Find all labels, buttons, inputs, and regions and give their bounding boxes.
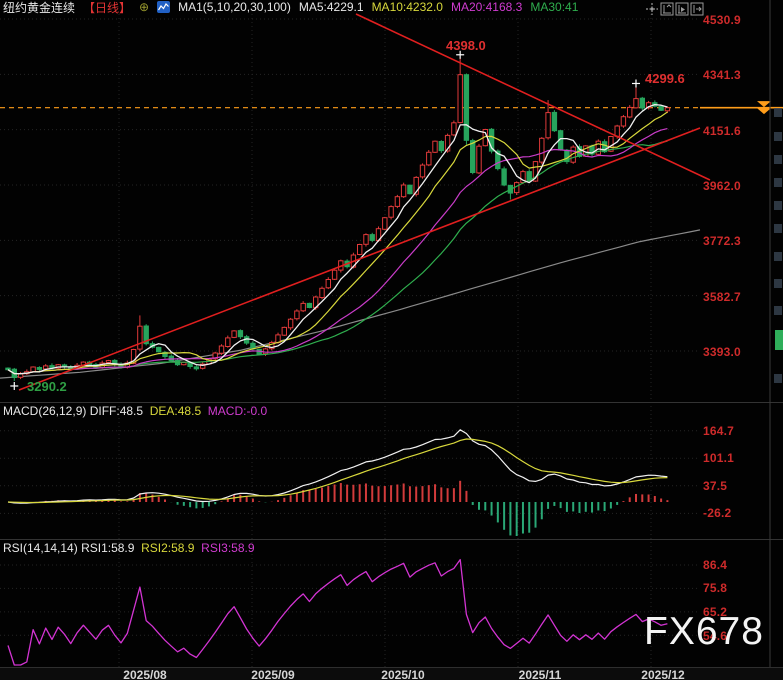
- macd-name: MACD(26,12,9): [3, 404, 87, 418]
- rsi1-value: RSI1:58.9: [81, 541, 135, 555]
- green-indicator-block: [775, 330, 783, 350]
- ma5-value: MA5:4229.1: [298, 0, 364, 14]
- ma-config-label: MA1(5,10,20,30,100): [178, 0, 291, 14]
- month-label: 2025/08: [123, 668, 167, 680]
- ma20-value: MA20:4168.3: [450, 0, 523, 14]
- clipped-glyph: [774, 201, 782, 210]
- add-indicator-icon[interactable]: ⊕: [139, 0, 150, 14]
- macd-diff-value: DIFF:48.5: [89, 404, 144, 418]
- price-tick: 4151.6: [703, 124, 741, 138]
- period-label[interactable]: 【日线】: [83, 0, 132, 15]
- month-label: 2025/09: [251, 668, 295, 680]
- rsi-tick: 65.2: [703, 605, 728, 619]
- macd-tick: 37.5: [703, 479, 728, 493]
- month-label: 2025/11: [518, 668, 562, 680]
- clipped-glyph: [774, 224, 782, 233]
- macd-tick: 164.7: [703, 424, 735, 438]
- month-label: 2025/12: [641, 668, 685, 680]
- fx678-watermark: FX678: [644, 610, 764, 653]
- price-tick: 3582.7: [703, 290, 741, 304]
- clipped-glyph: [774, 279, 782, 288]
- clipped-glyph: [774, 155, 782, 164]
- rsi-tick: 86.4: [703, 558, 728, 572]
- pan-right-icon[interactable]: [690, 2, 704, 16]
- ma30-value: MA30:41: [530, 0, 579, 14]
- ma10-value: MA10:4232.0: [371, 0, 443, 14]
- clipped-glyph: [774, 306, 782, 315]
- macd-value: MACD:-0.0: [207, 404, 268, 418]
- right-side-strip: [771, 0, 783, 680]
- instrument-title: 纽约黄金连续: [3, 0, 76, 15]
- crosshair-icon[interactable]: [645, 2, 659, 16]
- time-axis-bar[interactable]: [0, 667, 783, 680]
- rsi-name: RSI(14,14,14): [3, 541, 78, 555]
- rsi2-value: RSI2:58.9: [141, 541, 195, 555]
- price-tick: 3962.0: [703, 179, 741, 193]
- chart-header: 纽约黄金连续 【日线】 ⊕ MA1(5,10,20,30,100) MA5:42…: [3, 0, 579, 15]
- recent-high-label: 4299.6: [645, 71, 685, 86]
- macd-dea-value: DEA:48.5: [149, 404, 202, 418]
- clipped-glyph: [774, 108, 782, 117]
- line-chart-icon[interactable]: [157, 1, 171, 13]
- rsi3-value: RSI3:58.9: [201, 541, 255, 555]
- clipped-glyph: [774, 132, 782, 141]
- low-price-label: 3290.2: [27, 379, 67, 394]
- axis-zoom-icon[interactable]: [660, 2, 674, 16]
- chart-toolbar: [645, 2, 704, 16]
- macd-tick: -26.2: [703, 506, 732, 520]
- clipped-glyph: [774, 374, 782, 383]
- price-tick: 4530.9: [703, 13, 741, 27]
- macd-header: MACD(26,12,9) DIFF:48.5 DEA:48.5 MACD:-0…: [3, 404, 267, 418]
- price-tick: 3772.3: [703, 234, 741, 248]
- auto-scale-icon[interactable]: [675, 2, 689, 16]
- peak-price-label: 4398.0: [446, 38, 486, 53]
- rsi-header: RSI(14,14,14) RSI1:58.9 RSI2:58.9 RSI3:5…: [3, 541, 255, 555]
- rsi-tick: 75.8: [703, 581, 728, 595]
- rsi-tick: 54.6: [703, 629, 728, 643]
- clipped-glyph: [774, 252, 782, 261]
- price-tick: 3393.0: [703, 345, 741, 359]
- month-label: 2025/10: [381, 668, 425, 680]
- clipped-glyph: [774, 178, 782, 187]
- macd-tick: 101.1: [703, 451, 735, 465]
- price-tick: 4341.3: [703, 68, 741, 82]
